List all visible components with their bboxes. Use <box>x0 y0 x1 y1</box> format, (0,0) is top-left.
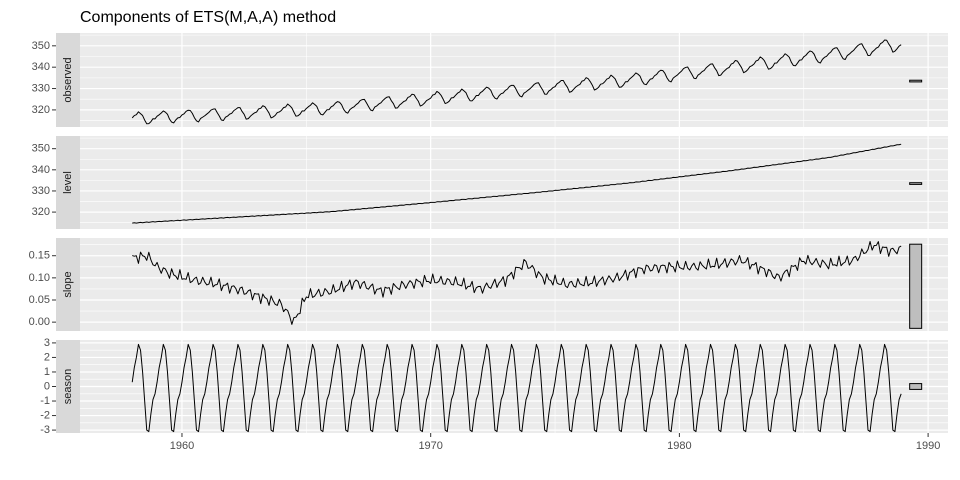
y-tick-label-season: -1 <box>40 395 50 407</box>
strip-label-observed: observed <box>62 57 74 102</box>
y-tick-label-slope: 0.10 <box>29 272 50 284</box>
y-tick-label-observed: 320 <box>32 104 50 116</box>
series-line-level <box>132 143 902 224</box>
range-bar-slope <box>909 243 923 329</box>
y-tick-label-slope: 0.05 <box>29 294 50 306</box>
y-tick-label-season: -3 <box>40 424 50 436</box>
y-tick-label-slope: 0.00 <box>29 316 50 328</box>
panel-slope: slope 0.00 0.05 0.10 0.15 <box>29 238 948 331</box>
y-tick-label-level: 320 <box>32 206 50 218</box>
range-bar-observed <box>909 79 923 83</box>
y-tick-label-season: 3 <box>44 337 50 349</box>
strip-label-season: season <box>62 369 74 404</box>
y-tick-label-season: 1 <box>44 366 50 378</box>
x-axis: 1960 1970 1980 1990 <box>170 433 940 452</box>
strip-season <box>56 340 80 433</box>
y-tick-label-season: -2 <box>40 410 50 422</box>
range-bar-level <box>909 182 923 185</box>
strip-observed <box>56 33 80 127</box>
y-tick-label-observed: 340 <box>32 61 50 73</box>
x-tick-label: 1960 <box>170 440 194 452</box>
series-line-season <box>131 343 902 433</box>
facet-panels: observed320330340350level320330340350slo… <box>29 33 948 436</box>
y-tick-label-season: 2 <box>44 351 50 363</box>
panel-season: season -3 -2 -1 0 1 2 3 <box>40 337 948 436</box>
strip-slope <box>56 238 80 331</box>
strip-level <box>56 136 80 229</box>
y-tick-label-observed: 350 <box>32 40 50 52</box>
x-tick-label: 1970 <box>418 440 442 452</box>
strip-label-slope: slope <box>62 271 74 297</box>
chart-title: Components of ETS(M,A,A) method <box>80 9 336 26</box>
panel-level: level 320 330 340 350 <box>32 136 948 229</box>
y-tick-label-level: 330 <box>32 185 50 197</box>
range-bar-season <box>909 383 923 390</box>
y-tick-label-season: 0 <box>44 381 50 393</box>
panel-observed: observed 320 330 340 350 <box>32 33 948 127</box>
y-tick-label-slope: 0.15 <box>29 250 50 262</box>
series-line-slope <box>132 240 902 325</box>
panel-background-level <box>80 136 948 229</box>
x-tick-label: 1990 <box>916 440 940 452</box>
panel-background-slope <box>80 238 948 331</box>
panel-background-observed <box>80 33 948 127</box>
y-tick-label-observed: 330 <box>32 83 50 95</box>
y-tick-label-level: 350 <box>32 143 50 155</box>
series-line-observed <box>131 39 902 125</box>
x-tick-label: 1980 <box>667 440 691 452</box>
strip-label-level: level <box>62 171 74 194</box>
y-tick-label-level: 340 <box>32 164 50 176</box>
